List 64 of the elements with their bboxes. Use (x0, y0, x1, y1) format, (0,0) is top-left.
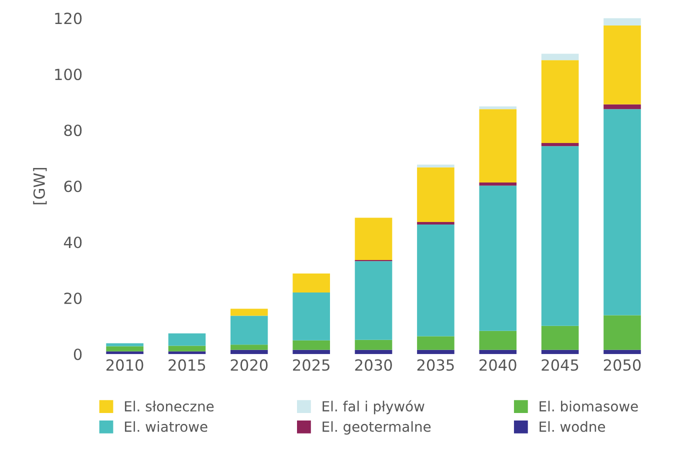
legend-label: El. słoneczne (124, 400, 214, 412)
bar (354, 261, 392, 340)
legend-label: El. wodne (540, 421, 606, 432)
bar (417, 336, 454, 350)
x-tick-label: 2050 (604, 359, 641, 371)
bar (541, 54, 579, 60)
legend-label: El. fal i pływów (322, 400, 424, 414)
bar (541, 146, 579, 326)
bar (479, 106, 517, 110)
legend-label: El. biomasowe (540, 400, 638, 412)
bar (230, 350, 268, 354)
bar (479, 330, 517, 350)
bar (230, 316, 268, 345)
bar (417, 164, 454, 168)
bar (479, 182, 517, 186)
y-tick-label: 80 (64, 124, 82, 136)
bar (354, 218, 392, 260)
bar (604, 18, 641, 26)
legend-label: El. wiatrowe (124, 421, 208, 432)
bar (292, 340, 330, 350)
bar (106, 346, 144, 352)
bar (604, 25, 641, 104)
bar (354, 350, 392, 354)
y-tick-label: 40 (64, 236, 82, 248)
bar (417, 224, 454, 336)
x-tick-label: 2040 (480, 359, 516, 371)
bar (541, 143, 579, 146)
bar (168, 346, 206, 352)
bar (604, 109, 641, 316)
bar (604, 315, 641, 350)
bar (354, 340, 392, 350)
y-tick-label: 20 (64, 292, 82, 304)
bar (604, 104, 641, 110)
y-tick-label: 100 (55, 68, 82, 80)
bar (106, 343, 144, 346)
bar (541, 350, 579, 354)
y-tick-label: 60 (64, 180, 82, 192)
x-tick-label: 2015 (168, 359, 206, 371)
x-tick-label: 2045 (542, 359, 578, 371)
bar (292, 292, 330, 340)
bar (230, 344, 268, 350)
bar (479, 350, 517, 354)
x-tick-label: 2010 (106, 359, 144, 371)
bar (479, 109, 517, 182)
bar (292, 350, 330, 354)
x-tick-label: 2025 (293, 359, 330, 371)
y-axis-title: [GW] (33, 168, 47, 204)
bar (168, 333, 206, 346)
bar (417, 167, 454, 222)
x-tick-label: 2035 (417, 359, 454, 371)
bar (479, 186, 517, 331)
x-tick-label: 2020 (230, 359, 268, 371)
bar (417, 222, 454, 224)
bar (604, 350, 641, 354)
bar (106, 351, 144, 354)
y-tick-label: 120 (55, 12, 82, 24)
legend-label: El. geotermalne (322, 421, 431, 435)
y-tick-label: 0 (74, 348, 82, 360)
x-tick-label: 2030 (355, 359, 392, 371)
bar (541, 60, 579, 144)
bar (230, 308, 268, 316)
bar (417, 350, 454, 354)
bar (292, 273, 330, 293)
bar (541, 326, 579, 350)
